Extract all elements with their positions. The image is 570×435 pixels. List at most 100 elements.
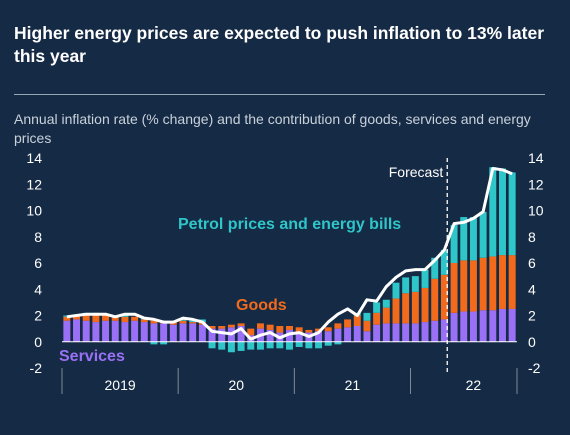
bar-services [498,308,506,342]
bar-goods [102,315,110,321]
bar-services [373,324,381,342]
bar-services [150,323,158,342]
bar-goods [489,256,497,311]
bar-services [382,323,390,342]
bar-services [179,323,187,342]
bar-goods [218,326,226,329]
series-label-goods: Goods [236,297,287,314]
bar-energy [411,276,419,292]
bar-goods [227,324,235,328]
x-tick-label: 21 [345,377,361,393]
bar-goods [373,312,381,325]
bar-services [411,323,419,342]
bar-services [431,320,439,342]
bar-goods [189,322,197,324]
bar-energy [305,341,313,349]
bar-goods [247,328,255,336]
bar-energy [295,341,303,347]
bar-energy [256,341,264,350]
bar-goods [450,263,458,313]
title-divider [14,94,545,95]
bar-services [489,310,497,342]
y-tick-label-right: 14 [528,150,544,166]
y-tick-label-right: 4 [528,281,536,297]
bar-services [140,322,148,342]
bar-goods [295,327,303,334]
bar-goods [256,323,264,329]
bar-services [450,312,458,342]
bar-services [63,320,71,342]
bar-energy [237,341,245,351]
bar-goods [498,255,506,309]
bar-services [73,319,81,342]
bar-energy [363,312,371,321]
series-label-services: Services [59,348,125,365]
chart-title: Higher energy prices are expected to pus… [14,23,545,66]
bar-energy [324,341,332,346]
bar-energy [469,217,477,261]
bar-goods [315,328,323,332]
bar-goods [421,287,429,323]
y-tick-label-left: 0 [34,334,42,350]
bar-services [160,323,168,342]
bar-services [324,331,332,342]
y-tick-label-left: 10 [26,203,42,219]
bar-services [440,319,448,342]
bar-services [402,323,410,342]
bar-goods [363,320,371,332]
bar-services [111,320,119,342]
bar-goods [440,274,448,320]
bar-services [508,308,516,342]
bar-goods [237,323,245,326]
forecast-label: Forecast [389,164,444,180]
y-tick-label-right: 0 [528,334,536,350]
bar-services [82,320,90,342]
y-tick-label-right: 8 [528,229,536,245]
bar-goods [121,316,129,323]
bar-goods [344,319,352,328]
bar-energy [373,302,381,313]
bar-goods [392,298,400,324]
bar-services [469,311,477,342]
bar-goods [353,315,361,326]
bar-goods [82,315,90,321]
bar-energy [218,341,226,350]
bar-services [121,322,129,342]
bar-services [344,327,352,342]
bar-services [315,331,323,342]
bar-goods [140,319,148,323]
bar-energy [227,341,235,353]
bar-goods [63,316,71,321]
bar-services [92,322,100,342]
bar-goods [266,324,274,330]
y-tick-label-left: 6 [34,255,42,271]
bar-goods [73,315,81,320]
y-tick-label-left: -2 [30,360,43,376]
y-tick-label-right: 10 [528,203,544,219]
bar-goods [305,329,313,333]
bar-energy [489,167,497,257]
chart-subtitle: Annual inflation rate (% change) and the… [14,111,531,146]
bar-services [363,331,371,342]
bar-goods [402,293,410,324]
bar-services [460,311,468,342]
bar-services [237,326,245,342]
bar-services [286,329,293,342]
bar-energy [382,299,390,308]
y-tick-label-left: 8 [34,229,42,245]
bar-services [169,324,177,342]
bar-energy [247,341,255,350]
bar-services [198,324,206,342]
bar-energy [276,341,284,349]
bar-goods [411,291,419,324]
bar-services [208,328,216,342]
bar-goods [334,323,342,329]
bar-goods [460,260,468,312]
bar-goods [92,314,100,323]
bar-energy [440,249,448,275]
bar-energy [286,341,293,350]
bar-services [479,310,487,342]
bar-goods [131,316,139,321]
bar-services [266,329,274,342]
y-tick-label-right: 6 [528,255,536,271]
